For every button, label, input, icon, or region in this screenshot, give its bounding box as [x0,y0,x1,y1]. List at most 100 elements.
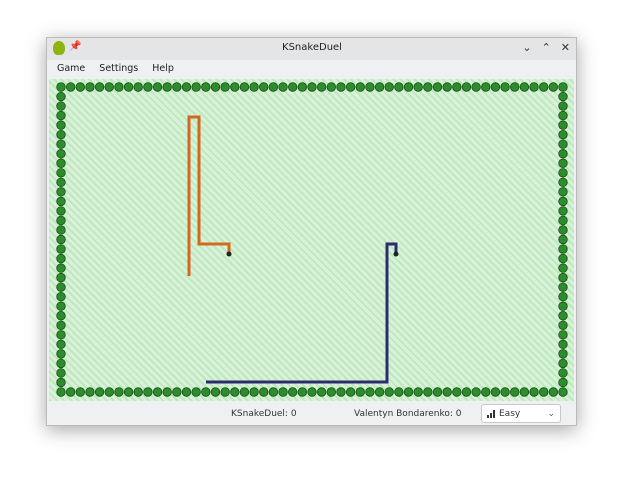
wall-block [162,387,172,397]
wall-block [432,387,443,397]
wall-block [56,311,66,321]
wall-block [423,387,433,397]
wall-block [558,263,568,273]
wall-block [56,177,66,188]
wall-block [558,187,568,197]
wall-block [481,387,491,397]
player2-score: Valentyn Bondarenko: 0 [354,409,462,419]
maximize-button[interactable]: ⌃ [541,41,551,54]
wall-block [558,120,568,130]
wall-block [500,387,510,397]
wall-block [56,215,66,226]
menu-settings[interactable]: Settings [99,63,139,74]
wall-block [413,82,423,92]
wall-block [558,168,568,178]
wall-block [558,377,568,388]
wall-block [56,91,66,102]
wall-block [471,82,481,92]
app-icon [53,41,65,55]
wall-block [316,82,327,92]
wall-block [345,82,356,92]
status-bar: KSnakeDuel: 0 Valentyn Bondarenko: 0 Eas… [47,403,576,425]
difficulty-select[interactable]: Easy ⌄ [481,404,561,423]
game-field[interactable] [49,79,574,401]
menu-game[interactable]: Game [57,63,86,74]
wall-block [75,387,86,397]
wall-block [56,120,66,130]
wall-block [278,82,288,92]
title-bar: 📌 KSnakeDuel ⌄ ⌃ ✕ [47,38,576,60]
difficulty-value: Easy [499,408,521,419]
wall-block [210,82,221,92]
wall-block [56,282,66,292]
wall-block [56,168,66,178]
wall-block [558,196,568,207]
wall-block [56,358,66,369]
wall-block [220,82,230,92]
wall-block [259,387,269,397]
wall-block [201,82,211,92]
wall-block [452,387,462,397]
wall-block [259,82,269,92]
wall-block [558,282,568,292]
wall-block [56,187,66,197]
snake-player1-head [226,251,232,257]
wall-block [104,82,114,92]
wall-block [56,272,66,283]
wall-block [538,387,549,397]
wall-block [56,291,66,302]
wall-block [94,82,105,92]
wall-block [85,387,95,397]
wall-block [297,387,308,397]
wall-block [538,82,549,92]
difficulty-icon [487,409,495,418]
wall-block [297,82,308,92]
wall-block [56,387,66,397]
wall-block [152,82,163,92]
wall-block [287,387,298,397]
wall-block [529,387,539,397]
wall-block [56,234,66,245]
app-window: 📌 KSnakeDuel ⌄ ⌃ ✕ Game Settings Help KSna… [46,37,577,426]
wall-block [123,82,134,92]
wall-block [75,82,86,92]
wall-block [558,358,568,369]
minimize-button[interactable]: ⌄ [522,41,532,54]
wall-block [104,387,114,397]
wall-block [210,387,221,397]
wall-block [548,82,559,92]
wall-block [558,234,568,245]
wall-block [558,129,568,140]
wall-block [56,139,66,149]
wall-block [558,291,568,302]
close-button[interactable]: ✕ [560,41,570,54]
wall-block [230,387,240,397]
wall-block [355,387,365,397]
wall-block [452,82,462,92]
wall-block [162,82,172,92]
wall-block [558,301,568,311]
wall-block [268,387,279,397]
wall-block [558,320,568,330]
wall-block [384,82,394,92]
pin-icon[interactable]: 📌 [69,41,82,52]
wall-block [56,158,66,168]
wall-block [365,387,375,397]
menu-help[interactable]: Help [152,63,174,74]
wall-block [558,206,568,216]
wall-block [191,82,201,92]
wall-block [374,387,385,397]
wall-block [56,253,66,264]
wall-block [201,387,211,397]
wall-block [558,82,568,92]
wall-block [558,272,568,283]
wall-block [481,82,491,92]
wall-block [268,82,279,92]
wall-block [114,82,124,92]
wall-block [355,82,365,92]
wall-block [558,330,568,340]
wall-block [56,149,66,159]
wall-block [278,387,288,397]
wall-block [65,82,76,92]
wall-block [558,339,568,350]
